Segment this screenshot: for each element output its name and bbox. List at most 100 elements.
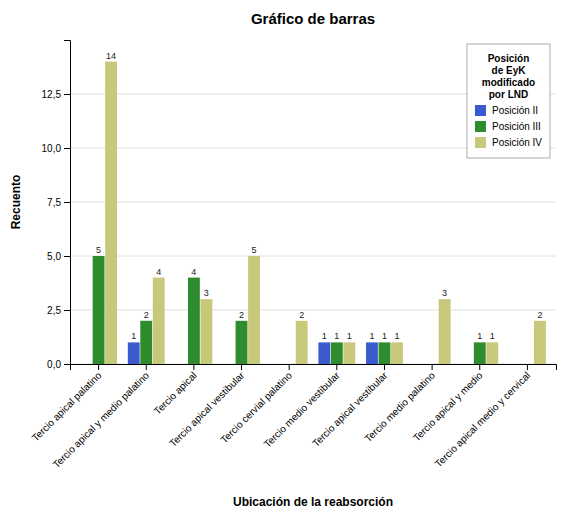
bars [93,62,546,364]
bar [93,256,105,364]
bar [271,364,283,365]
chart-container: 111524211114435211312Tercio apical palat… [0,0,571,514]
chart-title: Gráfico de barras [251,10,375,27]
y-tick: 2,5 [47,305,70,316]
y-axis-line [64,41,71,365]
x-tick: Tercio apical [152,364,199,417]
y-tick: 10,0 [42,143,70,154]
bar [474,342,486,364]
bar [223,364,235,365]
bar [439,299,451,364]
x-tick-mark [289,364,290,370]
bar-series [93,256,486,364]
y-tick-mark [64,310,70,311]
x-tick-mark [241,364,242,370]
y-tick-mark [64,202,70,203]
y-tick: 12,5 [42,89,70,100]
bar [379,342,391,364]
y-axis: 0,0 2,5 5,0 7,5 10,0 12,5 [42,41,71,370]
y-tick-label: 0,0 [47,359,61,370]
bar [366,342,378,364]
y-axis-title: Recuento [9,175,23,230]
legend-label: Posición II [492,105,538,116]
bar [80,364,92,365]
bar [153,278,165,364]
bar [105,62,117,364]
x-tick-mark [193,364,194,370]
bar [509,364,521,365]
x-tick-label: Tercio apical [152,370,199,417]
x-tick: Tercio apical y medio palatino [51,364,152,470]
x-axis-line [71,365,557,371]
y-tick-label: 10,0 [42,143,62,154]
x-tick-mark [432,364,433,370]
x-tick-mark [479,364,480,370]
data-label: 3 [442,288,447,298]
legend-title-line: modificado [482,77,535,88]
x-axis: Tercio apical palatinoTercio apical y me… [30,364,557,470]
x-tick: Tercio apical medio y cervical [433,364,533,469]
bar [236,321,248,364]
bar [414,364,426,365]
x-tick-label: Tercio medio vestibular [262,369,343,450]
grid-line [70,256,556,257]
data-label: 5 [252,245,257,255]
data-label: 1 [477,331,482,341]
bar [391,342,403,364]
legend-entry: Posición II [475,105,538,116]
data-label: 4 [156,267,161,277]
bar [140,321,152,364]
legend: Posiciónde EyKmodificadopor LND Posición … [467,44,550,158]
bar [426,364,438,365]
y-tick-mark [64,148,70,149]
data-label: 1 [369,331,374,341]
x-tick-mark [336,364,337,370]
x-tick-label: Tercio apical vestibular [167,369,247,449]
bar-series [105,62,546,364]
x-tick-label: Tercio apical vestibular [310,369,390,449]
data-label: 1 [382,331,387,341]
y-tick-label: 2,5 [47,305,61,316]
legend-swatch [475,137,486,148]
legend-label: Posición IV [492,137,542,148]
data-label: 2 [299,310,304,320]
grid-line [70,202,556,203]
legend-title-line: Posición [488,53,530,64]
x-tick-mark [384,364,385,370]
bar [188,278,200,364]
y-tick-label: 7,5 [47,197,61,208]
bar [283,364,295,365]
x-tick-label: Tercio apical medio y cervical [433,370,533,470]
bar [128,342,140,364]
legend-entry: Posición IV [475,137,542,148]
data-label: 1 [131,331,136,341]
bar [486,342,498,364]
data-label: 2 [144,310,149,320]
data-label: 1 [490,331,495,341]
y-tick-label: 12,5 [42,89,62,100]
data-label: 2 [537,310,542,320]
bar [175,364,187,365]
y-tick-mark [64,364,70,365]
data-label: 1 [394,331,399,341]
legend-title-line: de EyK [492,65,527,76]
y-tick: 7,5 [47,197,70,208]
data-label: 2 [239,310,244,320]
legend-title-line: por LND [489,89,528,100]
data-label: 1 [347,331,352,341]
data-label: 3 [204,288,209,298]
x-axis-title: Ubicación de la reabsorción [233,495,393,509]
bar [534,321,546,364]
legend-swatch [475,121,486,132]
bar [318,342,330,364]
y-tick: 5,0 [47,251,70,262]
bar [343,342,355,364]
data-label: 1 [334,331,339,341]
x-tick-mark [98,364,99,370]
data-label: 4 [191,267,196,277]
bar [521,364,533,365]
y-tick: 0,0 [47,359,70,370]
bar [248,256,260,364]
x-tick-mark [527,364,528,370]
bar [331,342,343,364]
